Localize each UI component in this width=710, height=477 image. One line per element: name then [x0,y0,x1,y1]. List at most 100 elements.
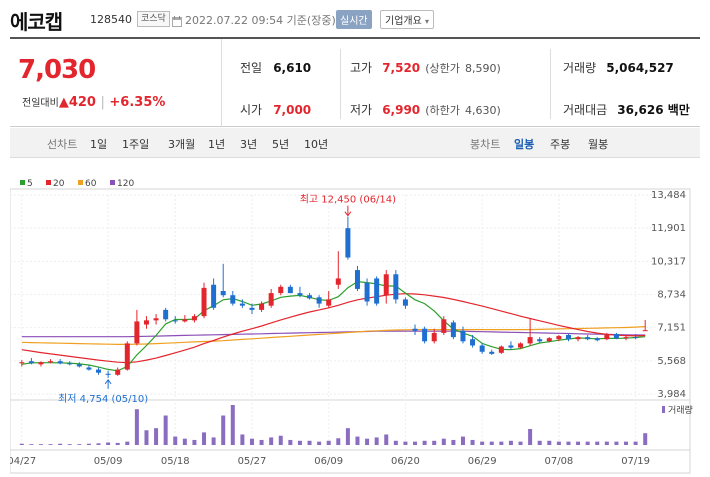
candle-body [374,278,380,304]
candle-body [335,278,341,285]
period-3y[interactable]: 3년 [240,138,258,151]
volume-bar [29,444,34,445]
volume-bar [556,441,561,445]
x-tick-label: 04/27 [10,456,36,467]
volume-bar [336,438,341,445]
candle-body [460,330,466,342]
candle-body [19,362,25,364]
legend-label: 60 [85,179,97,189]
legend-swatch [20,180,25,185]
period-10y[interactable]: 10년 [304,138,329,151]
volume-bar [307,440,312,445]
company-overview-dropdown[interactable]: 기업개요 ▾ [380,10,435,29]
ma120-line [21,330,646,338]
volume-bar [38,444,43,445]
y-tick-label: 11,901 [651,223,686,234]
candle-body [450,322,456,338]
volume-legend-swatch [662,406,665,413]
x-tick-label: 05/09 [94,456,123,467]
candle-body [86,367,92,370]
volume-bar [518,441,523,445]
change-label: 전일대비 [22,98,59,109]
volume-bar [278,435,283,445]
candle-body [393,274,399,300]
period-5y[interactable]: 5년 [272,138,290,151]
low-price: 저가 6,990 (하한가 4,630) [350,99,501,118]
stock-code: 128540 [90,13,132,26]
candle-body [383,274,389,296]
volume: 거래량 5,064,527 [563,57,674,76]
realtime-button[interactable]: 실시간 [336,10,372,29]
candle-chart-label[interactable]: 봉차트 [470,138,501,151]
period-1d[interactable]: 1일 [90,138,108,151]
calendar-icon [172,12,182,27]
volume-bar [67,444,72,445]
y-tick-label: 7,151 [657,323,686,334]
candle-body [316,297,322,304]
volume-value: 5,064,527 [606,61,674,75]
volume-bar [345,428,350,445]
x-tick-label: 07/08 [544,456,573,467]
candle-body [412,328,418,331]
candle-body [354,270,360,289]
candle-daily[interactable]: 일봉 [514,138,535,151]
y-tick-label: 10,317 [651,256,686,267]
candle-body [105,373,111,375]
quote-panel: 7,030 전일대비▲420 | +6.35% 전일 6,610 시가 7,00… [10,37,700,127]
volume-bar [470,439,475,445]
volume-label: 거래량 [563,61,597,75]
candle-body [470,339,476,346]
candle-body [182,319,188,322]
candle-body [613,333,619,339]
separator: | [100,95,105,110]
volume-legend-label: 거래량 [668,404,693,416]
open-value: 7,000 [273,103,312,117]
volume-bar [154,428,159,445]
volume-bar [643,433,648,445]
volume-bar [355,436,360,445]
candle-body [67,363,73,365]
candle-body [163,309,169,320]
low-value: 6,990 [382,103,421,117]
x-tick-label: 06/20 [391,456,420,467]
period-toolbar: 선차트 1일 1주일 3개월 1년 3년 5년 10년 봉차트 일봉 주봉 월봉 [10,128,700,158]
volume-bar [604,441,609,445]
volume-bar [86,443,91,445]
volume-bar [221,415,226,445]
volume-bar [297,440,302,445]
chevron-down-icon: ▾ [425,17,430,26]
upper-limit-value: 8,590) [465,62,501,75]
period-1w[interactable]: 1주일 [122,138,150,151]
prev-value: 6,610 [273,61,312,75]
legend-swatch [78,180,83,185]
candle-body [143,320,149,325]
change-percent: +6.35% [109,95,166,110]
period-1y[interactable]: 1년 [208,138,226,151]
period-3m[interactable]: 3개월 [168,138,196,151]
volume-bar [182,438,187,445]
line-chart-label[interactable]: 선차트 [47,138,78,151]
candle-body [546,338,552,342]
lower-limit-value: 4,630) [465,104,501,117]
chart-frame [10,188,691,474]
y-tick-label: 13,484 [651,190,686,201]
stock-chart[interactable]: 5 20 60 120 13,484 11,901 10,317 8,734 7,151 5,56… [10,175,700,475]
volume-bar [249,438,254,445]
current-price: 7,030 [18,55,96,85]
candle-body [441,319,447,333]
candle-body [326,299,332,306]
open-price: 시가 7,000 [240,99,311,118]
legend-label: 20 [53,179,65,189]
volume-bar [595,441,600,445]
x-tick-label: 05/18 [161,456,190,467]
candle-body [345,228,351,258]
volume-bar [499,441,504,445]
candle-monthly[interactable]: 월봉 [588,138,609,151]
candle-body [57,361,63,364]
candle-body [402,299,408,306]
candle-weekly[interactable]: 주봉 [550,138,571,151]
high-value: 7,520 [382,61,421,75]
candle-body [287,286,293,294]
candle-body [268,293,274,306]
volume-bar [374,437,379,445]
